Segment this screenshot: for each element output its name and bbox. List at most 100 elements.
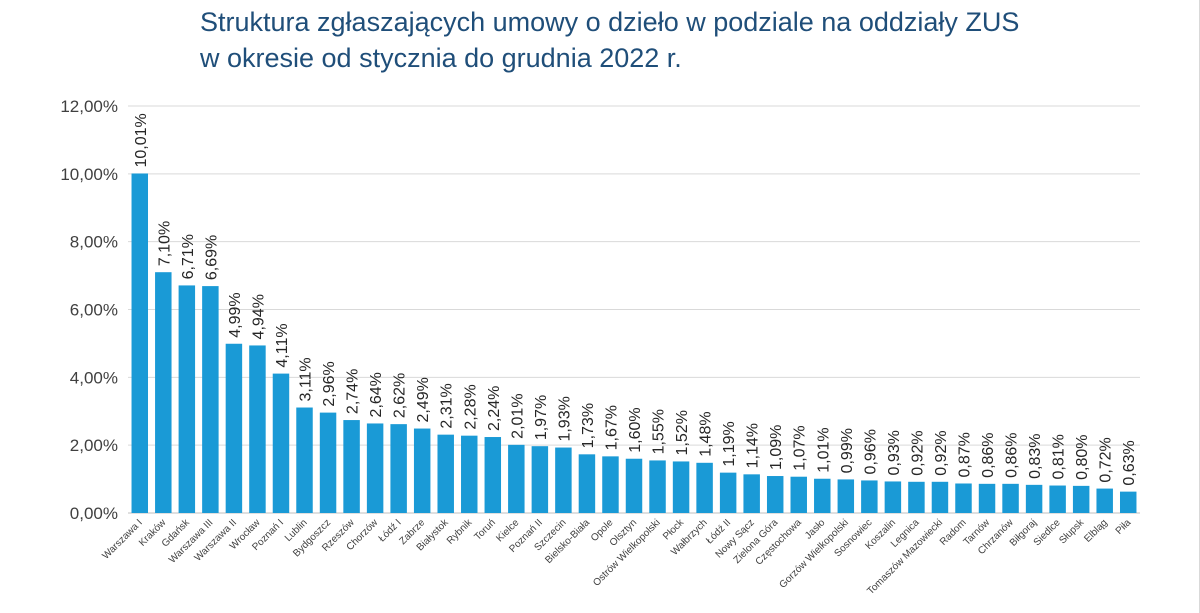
bar	[508, 444, 525, 513]
x-tick-label: Słupsk	[1057, 517, 1087, 547]
data-label: 0,86%	[1004, 432, 1021, 477]
data-label: 1,97%	[533, 395, 550, 440]
data-label: 4,11%	[274, 323, 291, 367]
bar	[225, 343, 243, 513]
data-label: 6,69%	[203, 235, 220, 280]
data-label: 0,86%	[980, 432, 997, 477]
bar	[602, 456, 619, 513]
y-tick-label: 6,00%	[70, 301, 118, 320]
data-label: 0,92%	[933, 430, 950, 475]
bar	[766, 476, 784, 513]
data-label: 7,10%	[156, 221, 173, 266]
chart-title-line-2: w okresie od stycznia do grudnia 2022 r.	[200, 43, 682, 73]
x-tick-label: Elbląg	[1082, 517, 1109, 544]
bar	[884, 481, 902, 513]
data-label: 0,80%	[1074, 434, 1091, 479]
data-label: 0,93%	[886, 430, 903, 475]
data-label: 0,81%	[1051, 434, 1068, 479]
data-label: 1,60%	[627, 407, 644, 452]
y-tick-label: 4,00%	[70, 368, 118, 387]
bar	[272, 373, 290, 513]
bar	[413, 428, 431, 513]
bar	[155, 272, 172, 513]
data-label: 4,94%	[250, 294, 267, 339]
data-label: 2,28%	[462, 384, 479, 429]
data-label: 6,71%	[180, 234, 197, 279]
bar	[861, 480, 878, 513]
bar	[1002, 483, 1019, 513]
bar	[461, 435, 478, 513]
data-label: 1,52%	[674, 410, 691, 455]
bar	[366, 423, 384, 513]
bar	[649, 460, 666, 513]
x-tick-label: Siedlce	[1032, 517, 1063, 548]
bar	[814, 478, 831, 513]
bar	[437, 434, 454, 513]
bar	[1049, 485, 1066, 513]
y-tick-label: 10,00%	[60, 165, 118, 184]
data-label: 2,31%	[439, 383, 456, 428]
data-label: 3,11%	[298, 357, 315, 401]
x-tick-label: Piła	[1114, 517, 1134, 537]
bar	[908, 481, 925, 513]
bar	[202, 286, 219, 513]
data-label: 2,64%	[368, 372, 385, 417]
y-tick-label: 2,00%	[70, 436, 118, 455]
y-tick-label: 12,00%	[60, 97, 118, 116]
data-label: 0,99%	[839, 428, 856, 473]
bar	[319, 412, 337, 513]
data-label: 1,07%	[792, 425, 809, 470]
bar	[790, 476, 807, 513]
bar	[484, 437, 502, 513]
bar	[931, 481, 949, 513]
bar	[1096, 488, 1113, 513]
data-label: 2,96%	[321, 361, 338, 406]
data-label: 1,48%	[698, 411, 715, 456]
data-label: 0,96%	[862, 429, 879, 474]
data-label: 0,72%	[1098, 437, 1115, 482]
bar	[1072, 485, 1090, 513]
bar	[1119, 491, 1137, 513]
bar	[978, 483, 996, 513]
bar	[837, 479, 855, 513]
data-label: 1,93%	[556, 396, 573, 441]
bar	[719, 472, 737, 513]
bar	[696, 462, 713, 513]
data-label: 2,62%	[392, 373, 409, 418]
bar	[578, 454, 596, 513]
data-label: 1,19%	[721, 421, 738, 466]
bar	[672, 461, 690, 513]
data-label: 1,14%	[745, 423, 762, 468]
bar	[531, 446, 549, 513]
data-label: 1,55%	[651, 409, 668, 454]
bar	[296, 407, 313, 513]
bar	[249, 345, 266, 513]
data-label: 0,87%	[956, 432, 973, 477]
bar	[743, 474, 760, 513]
data-label: 1,09%	[768, 425, 785, 470]
bar	[955, 483, 972, 513]
y-tick-label: 8,00%	[70, 233, 118, 252]
chart-title: Struktura zgłaszających umowy o dzieło w…	[200, 4, 1160, 76]
bar	[343, 420, 360, 513]
bar	[625, 458, 643, 513]
data-label: 0,92%	[909, 430, 926, 475]
data-label: 4,99%	[227, 292, 244, 337]
data-label: 1,01%	[815, 427, 832, 472]
bar	[390, 424, 407, 513]
bar	[555, 447, 572, 513]
data-label: 1,67%	[603, 405, 620, 450]
y-tick-label: 0,00%	[70, 504, 118, 523]
data-label: 2,01%	[509, 393, 526, 438]
data-label: 1,73%	[580, 403, 597, 448]
data-label: 0,83%	[1027, 433, 1044, 478]
data-label: 2,74%	[345, 369, 362, 414]
x-tick-label: Rybnik	[445, 517, 475, 547]
data-label: 10,01%	[133, 113, 150, 167]
data-label: 2,24%	[486, 386, 503, 431]
bar	[1025, 484, 1043, 513]
data-label: 0,63%	[1121, 440, 1138, 485]
chart-title-line-1: Struktura zgłaszających umowy o dzieło w…	[200, 7, 1020, 37]
